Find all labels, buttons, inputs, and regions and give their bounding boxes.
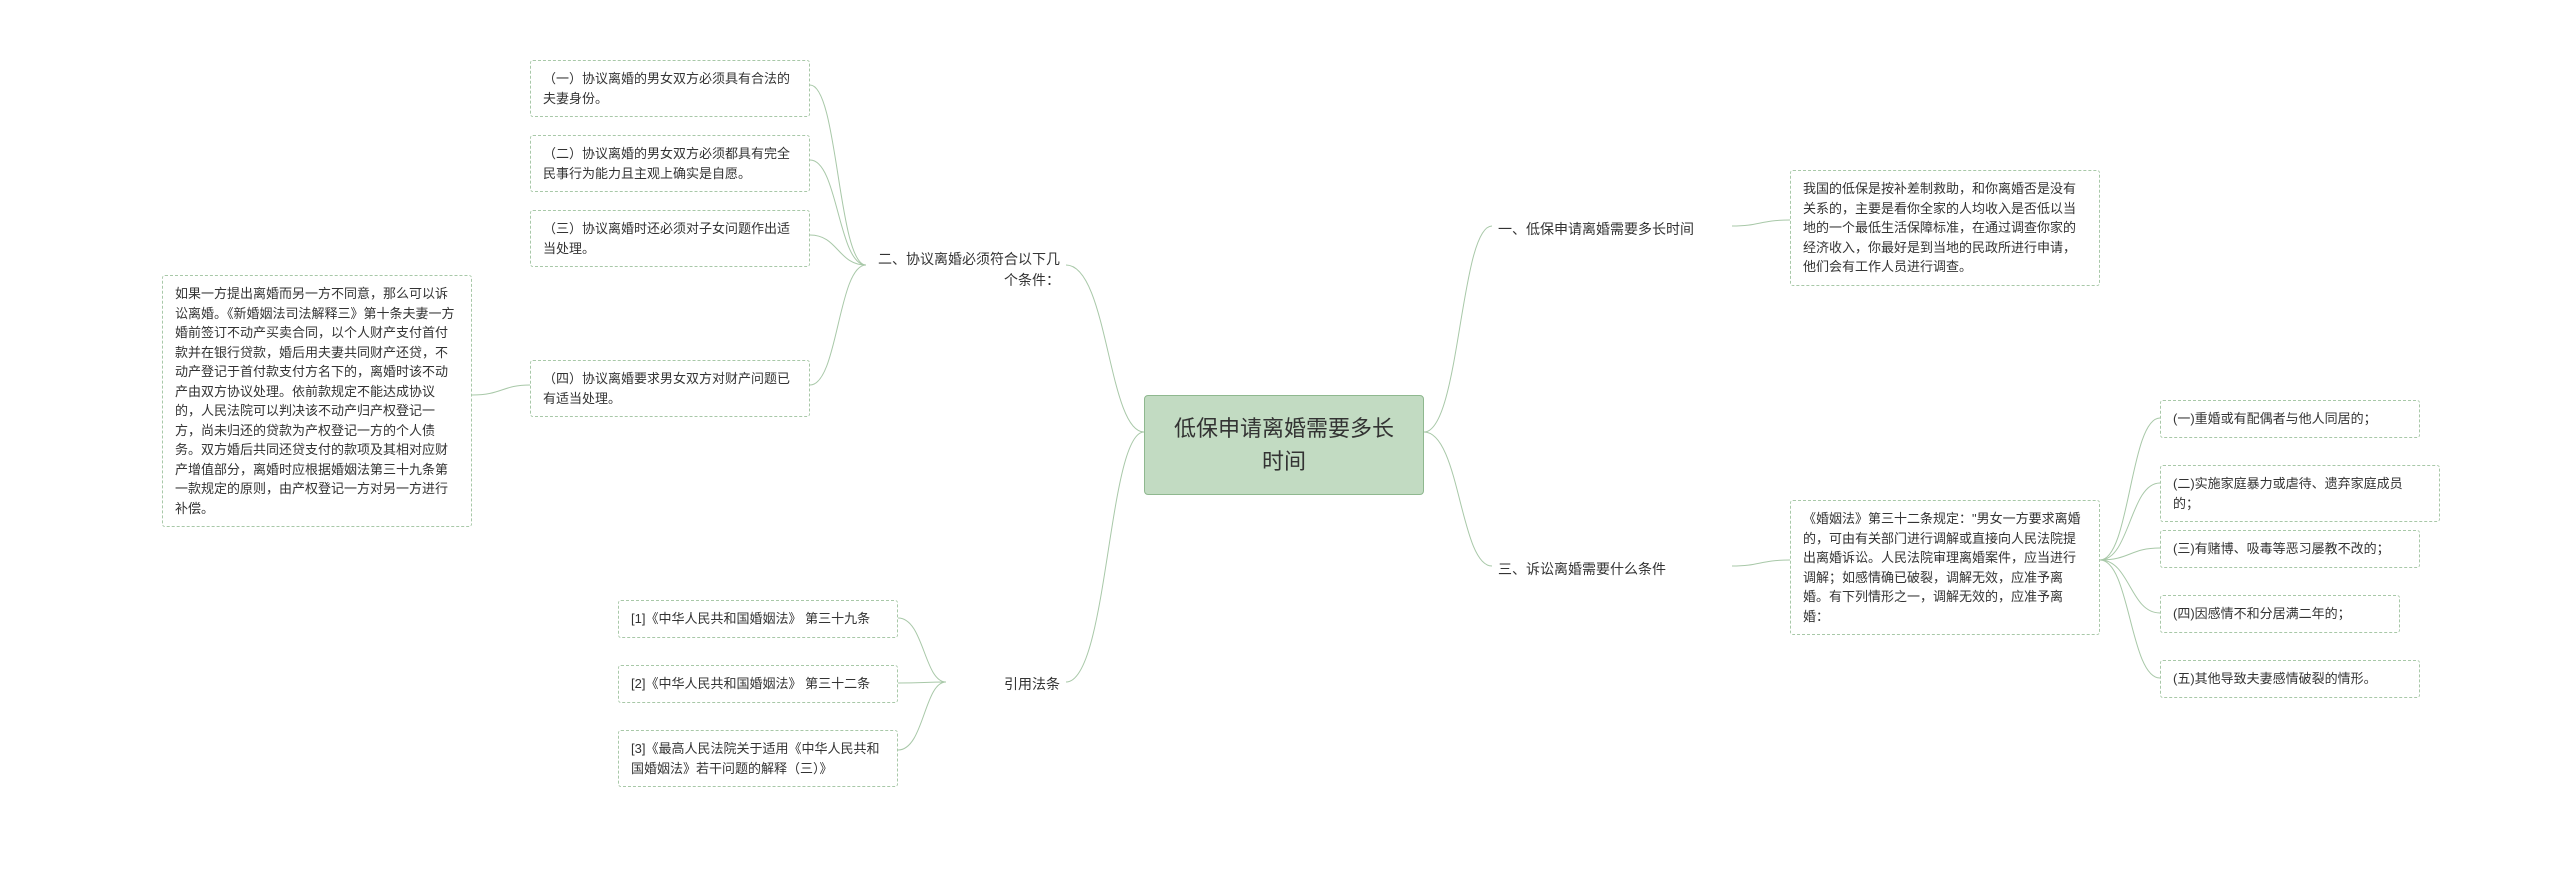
leaf-l1-4g: 如果一方提出离婚而另一方不同意，那么可以诉讼离婚。《新婚姻法司法解释三》第十条夫…	[162, 275, 472, 527]
leaf-l1-4: （四）协议离婚要求男女双方对财产问题已有适当处理。	[530, 360, 810, 417]
mindmap-center: 低保申请离婚需要多长时间	[1144, 395, 1424, 495]
leaf-r2-g5: (五)其他导致夫妻感情破裂的情形。	[2160, 660, 2420, 698]
branch-l1: 二、协议离婚必须符合以下几个条件：	[866, 245, 1066, 295]
leaf-r2-g2: (二)实施家庭暴力或虐待、遗弃家庭成员的；	[2160, 465, 2440, 522]
leaf-l1-2: （二）协议离婚的男女双方必须都具有完全民事行为能力且主观上确实是自愿。	[530, 135, 810, 192]
leaf-r1-1: 我国的低保是按补差制救助，和你离婚否是没有关系的，主要是看你全家的人均收入是否低…	[1790, 170, 2100, 286]
leaf-l1-1: （一）协议离婚的男女双方必须具有合法的夫妻身份。	[530, 60, 810, 117]
branch-r1: 一、低保申请离婚需要多长时间	[1492, 215, 1732, 244]
leaf-l1-3: （三）协议离婚时还必须对子女问题作出适当处理。	[530, 210, 810, 267]
leaf-l2-3: [3]《最高人民法院关于适用《中华人民共和国婚姻法》若干问题的解释（三）》	[618, 730, 898, 787]
branch-l2: 引用法条	[946, 670, 1066, 699]
leaf-l2-2: [2]《中华人民共和国婚姻法》 第三十二条	[618, 665, 898, 703]
leaf-r2-1: 《婚姻法》第三十二条规定："男女一方要求离婚的，可由有关部门进行调解或直接向人民…	[1790, 500, 2100, 635]
leaf-r2-g4: (四)因感情不和分居满二年的；	[2160, 595, 2400, 633]
leaf-r2-g3: (三)有赌博、吸毒等恶习屡教不改的；	[2160, 530, 2420, 568]
leaf-l2-1: [1]《中华人民共和国婚姻法》 第三十九条	[618, 600, 898, 638]
leaf-r2-g1: (一)重婚或有配偶者与他人同居的；	[2160, 400, 2420, 438]
branch-r2: 三、诉讼离婚需要什么条件	[1492, 555, 1732, 584]
